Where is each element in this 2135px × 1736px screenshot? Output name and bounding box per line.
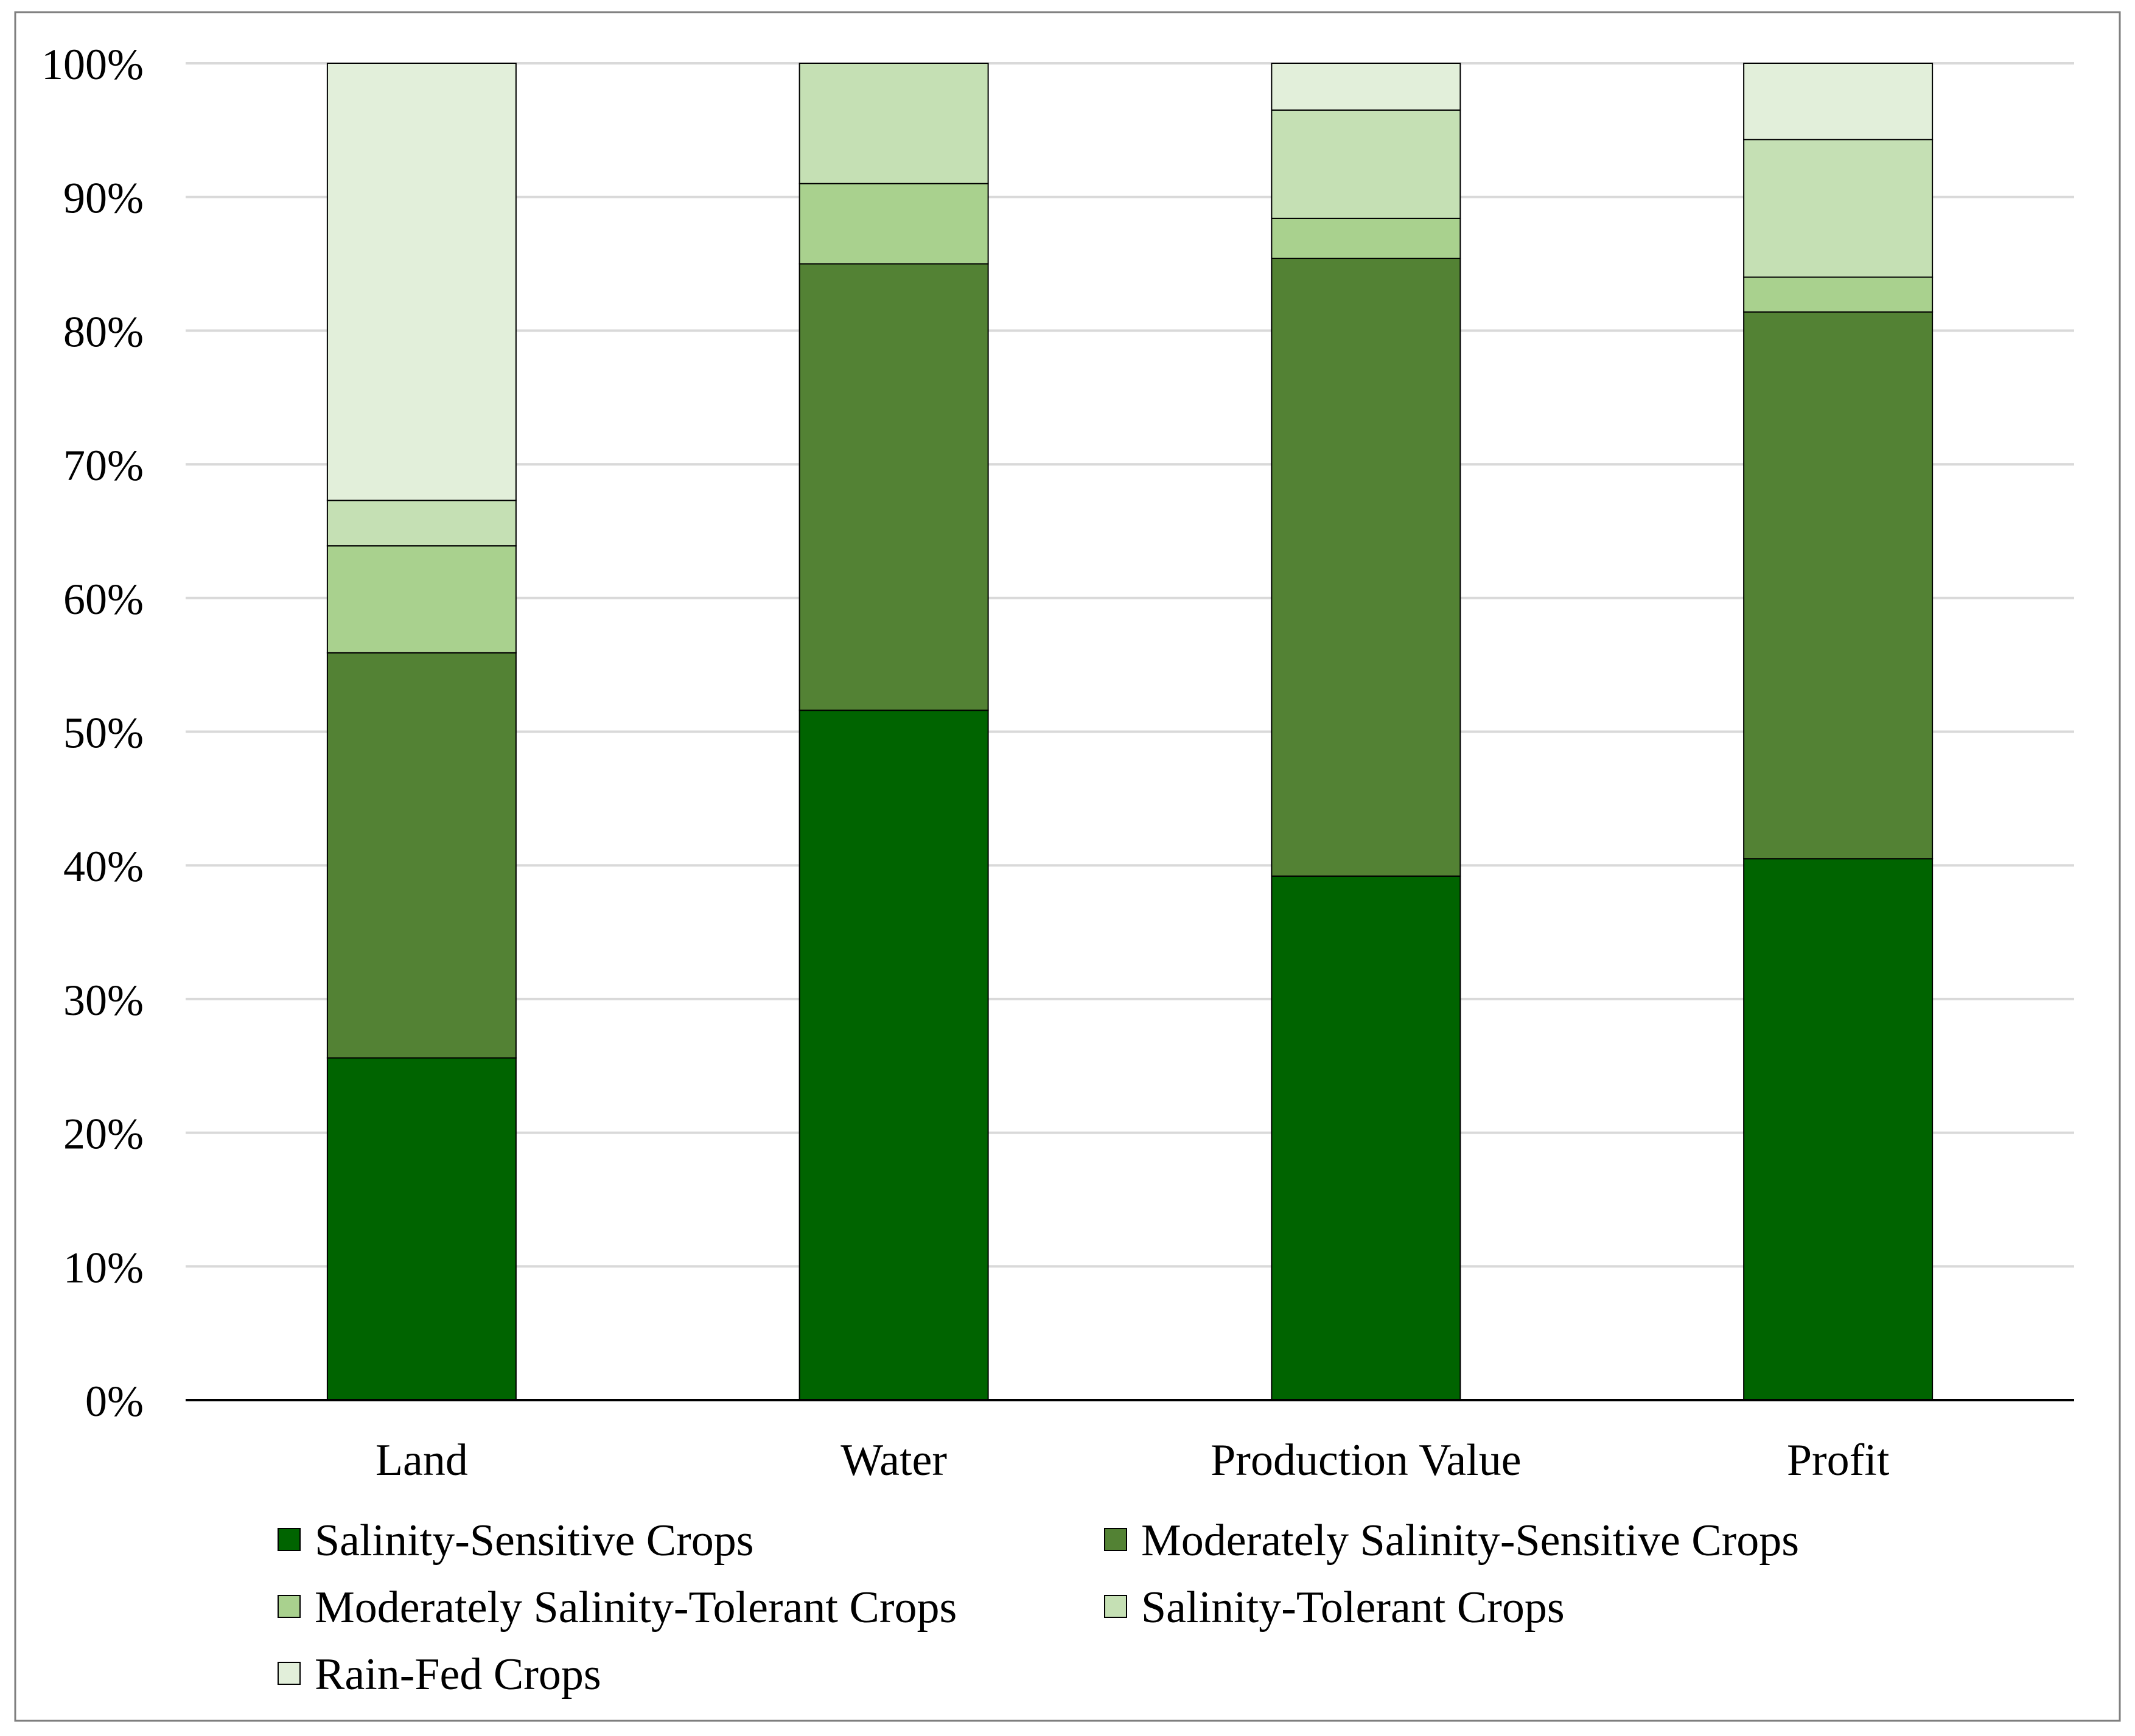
legend-label: Moderately Salinity-Tolerant Crops: [315, 1583, 957, 1633]
bar-segment: [798, 263, 989, 711]
y-tick-label: 60%: [63, 575, 144, 624]
bar-segment: [798, 183, 989, 265]
legend-swatch: [1104, 1595, 1127, 1618]
legend: Salinity-Sensitive Crops Moderately Salin…: [278, 1516, 1799, 1699]
bar-segment: [1743, 858, 1934, 1401]
legend-label: Salinity-Tolerant Crops: [1141, 1583, 1565, 1633]
y-tick-label: 100%: [41, 40, 144, 89]
y-tick-label: 50%: [63, 709, 144, 758]
bar-segment: [1271, 257, 1461, 877]
x-tick-label: Production Value: [1211, 1435, 1521, 1485]
bar-segment: [1743, 139, 1934, 278]
legend-label: Salinity-Sensitive Crops: [315, 1516, 754, 1566]
y-tick-label: 30%: [63, 976, 144, 1025]
bar-segment: [1271, 109, 1461, 219]
legend-label: Moderately Salinity-Sensitive Crops: [1141, 1516, 1799, 1566]
bar-segment: [798, 709, 989, 1401]
legend-label: Rain-Fed Crops: [315, 1650, 601, 1699]
legend-swatch: [278, 1528, 301, 1551]
bar-segment: [326, 500, 517, 547]
y-tick-label: 90%: [63, 174, 144, 223]
bar-segment: [1743, 63, 1934, 141]
bar-segment: [1271, 875, 1461, 1401]
legend-swatch: [278, 1662, 301, 1685]
y-tick-label: 20%: [63, 1110, 144, 1159]
bar-segment: [326, 63, 517, 501]
y-tick-label: 70%: [63, 441, 144, 490]
legend-swatch: [278, 1595, 301, 1618]
y-tick-label: 80%: [63, 307, 144, 356]
axes: 0% 10% 20% 30% 40% 50% 60% 70% 80% 90% 100% Land Wat…: [41, 40, 2074, 1485]
bar-segment: [1743, 276, 1934, 313]
bar-segment: [326, 1057, 517, 1401]
y-tick-label: 10%: [63, 1243, 144, 1292]
bars: [326, 63, 1934, 1401]
bar-segment: [326, 545, 517, 654]
x-tick-label: Water: [840, 1435, 947, 1485]
bar-segment: [1271, 217, 1461, 259]
x-tick-label: Land: [376, 1435, 468, 1485]
y-tick-label: 40%: [63, 842, 144, 891]
legend-swatch: [1104, 1528, 1127, 1551]
bar-segment: [326, 652, 517, 1059]
bar-segment: [798, 63, 989, 184]
bar-segment: [1743, 311, 1934, 860]
y-tick-label: 0%: [85, 1377, 144, 1426]
x-tick-label: Profit: [1787, 1435, 1890, 1485]
bar-segment: [1271, 63, 1461, 111]
